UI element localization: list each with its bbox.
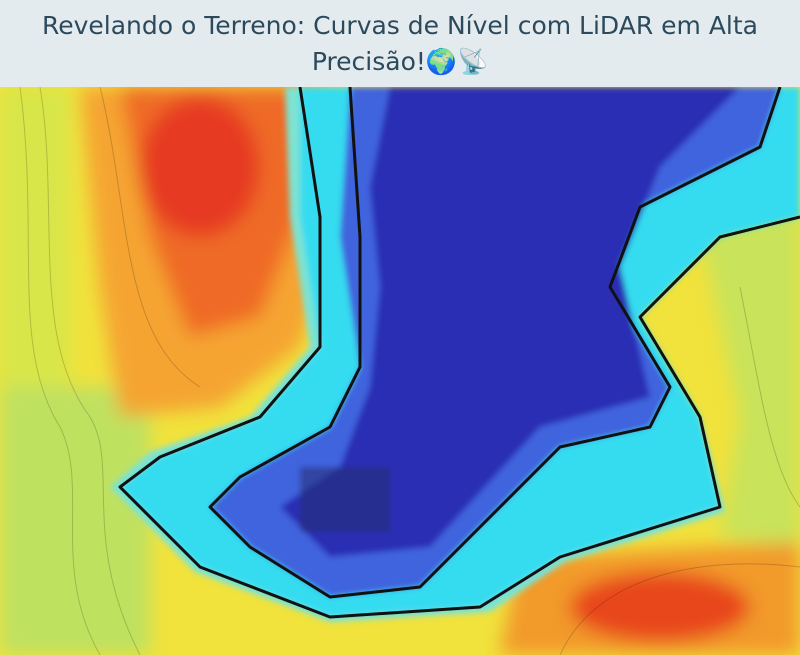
lidar-contour-map (0, 87, 800, 655)
title: Revelando o Terreno: Curvas de Nível com… (41, 11, 758, 76)
header: Revelando o Terreno: Curvas de Nível com… (0, 0, 800, 87)
